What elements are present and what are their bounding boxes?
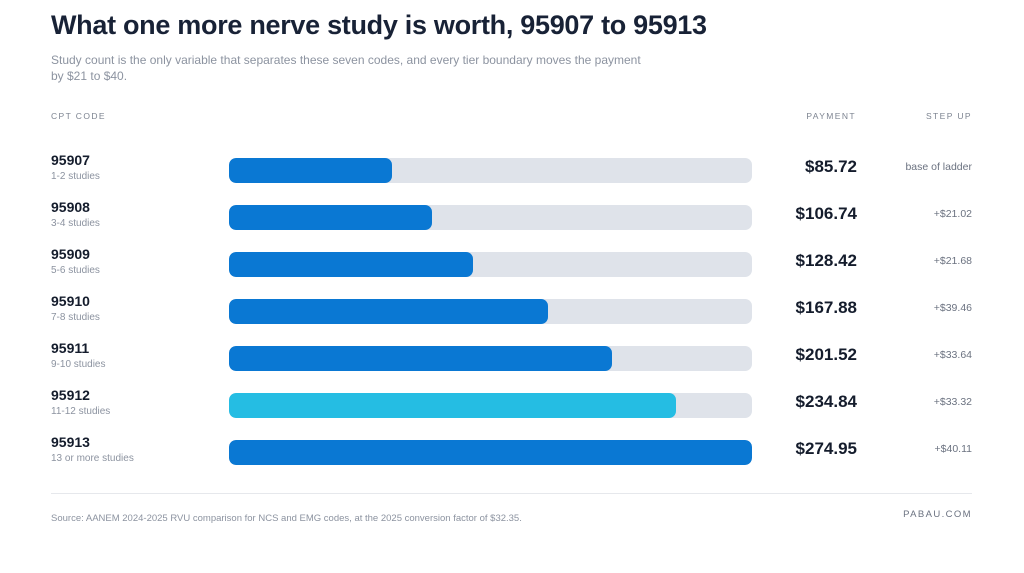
bar-track bbox=[229, 252, 752, 277]
payment-bar bbox=[229, 158, 392, 183]
table-row: 95912 11-12 studies $234.84 +$33.32 bbox=[0, 387, 1024, 427]
step-up-value: +$39.46 bbox=[933, 302, 972, 314]
cpt-code-label: 95911 bbox=[51, 340, 90, 356]
study-count-label: 7-8 studies bbox=[51, 312, 100, 323]
cpt-code-label: 95909 bbox=[51, 246, 90, 262]
cpt-code-label: 95912 bbox=[51, 387, 90, 403]
step-up-value: +$21.68 bbox=[933, 255, 972, 267]
study-count-label: 3-4 studies bbox=[51, 218, 100, 229]
step-up-value: base of ladder bbox=[905, 161, 972, 173]
payment-value: $234.84 bbox=[795, 392, 857, 411]
cpt-code-label: 95908 bbox=[51, 199, 90, 215]
payment-bar bbox=[229, 440, 752, 465]
bar-track bbox=[229, 158, 752, 183]
table-row: 95910 7-8 studies $167.88 +$39.46 bbox=[0, 293, 1024, 333]
bar-track bbox=[229, 393, 752, 418]
bar-track bbox=[229, 205, 752, 230]
study-count-label: 11-12 studies bbox=[51, 406, 111, 417]
payment-bar bbox=[229, 205, 432, 230]
column-header-step-up: STEP UP bbox=[925, 111, 972, 121]
study-count-label: 13 or more studies bbox=[51, 453, 134, 464]
cpt-code-label: 95910 bbox=[51, 293, 90, 309]
source-note: Source: AANEM 2024-2025 RVU comparison f… bbox=[51, 513, 522, 524]
payment-value: $128.42 bbox=[795, 251, 857, 270]
study-count-label: 9-10 studies bbox=[51, 359, 106, 370]
table-row: 95909 5-6 studies $128.42 +$21.68 bbox=[0, 246, 1024, 286]
cpt-code-label: 95913 bbox=[51, 434, 90, 450]
chart-title: What one more nerve study is worth, 9590… bbox=[51, 10, 707, 40]
bar-track bbox=[229, 346, 752, 371]
study-count-label: 1-2 studies bbox=[51, 171, 100, 182]
column-header-cpt-code: CPT CODE bbox=[51, 111, 106, 121]
payment-value: $274.95 bbox=[795, 439, 857, 458]
bar-track bbox=[229, 440, 752, 465]
brand-label: PABAU.COM bbox=[903, 509, 972, 520]
step-up-value: +$33.64 bbox=[933, 349, 972, 361]
step-up-value: +$21.02 bbox=[933, 208, 972, 220]
payment-bar bbox=[229, 346, 612, 371]
payment-value: $167.88 bbox=[795, 298, 857, 317]
payment-bar bbox=[229, 299, 548, 324]
payment-bar bbox=[229, 393, 676, 418]
column-header-payment: PAYMENT bbox=[806, 111, 856, 121]
step-up-value: +$40.11 bbox=[934, 443, 972, 455]
table-row: 95907 1-2 studies $85.72 base of ladder bbox=[0, 152, 1024, 192]
payment-value: $106.74 bbox=[795, 204, 857, 223]
table-row: 95908 3-4 studies $106.74 +$21.02 bbox=[0, 199, 1024, 239]
payment-value: $85.72 bbox=[805, 157, 857, 176]
bar-track bbox=[229, 299, 752, 324]
chart-subtitle: Study count is the only variable that se… bbox=[51, 53, 641, 83]
payment-bar bbox=[229, 252, 473, 277]
step-up-value: +$33.32 bbox=[933, 396, 972, 408]
footer-divider bbox=[51, 493, 972, 494]
study-count-label: 5-6 studies bbox=[51, 265, 100, 276]
table-row: 95911 9-10 studies $201.52 +$33.64 bbox=[0, 340, 1024, 380]
table-row: 95913 13 or more studies $274.95 +$40.11 bbox=[0, 434, 1024, 474]
cpt-code-label: 95907 bbox=[51, 152, 90, 168]
payment-value: $201.52 bbox=[795, 345, 857, 364]
